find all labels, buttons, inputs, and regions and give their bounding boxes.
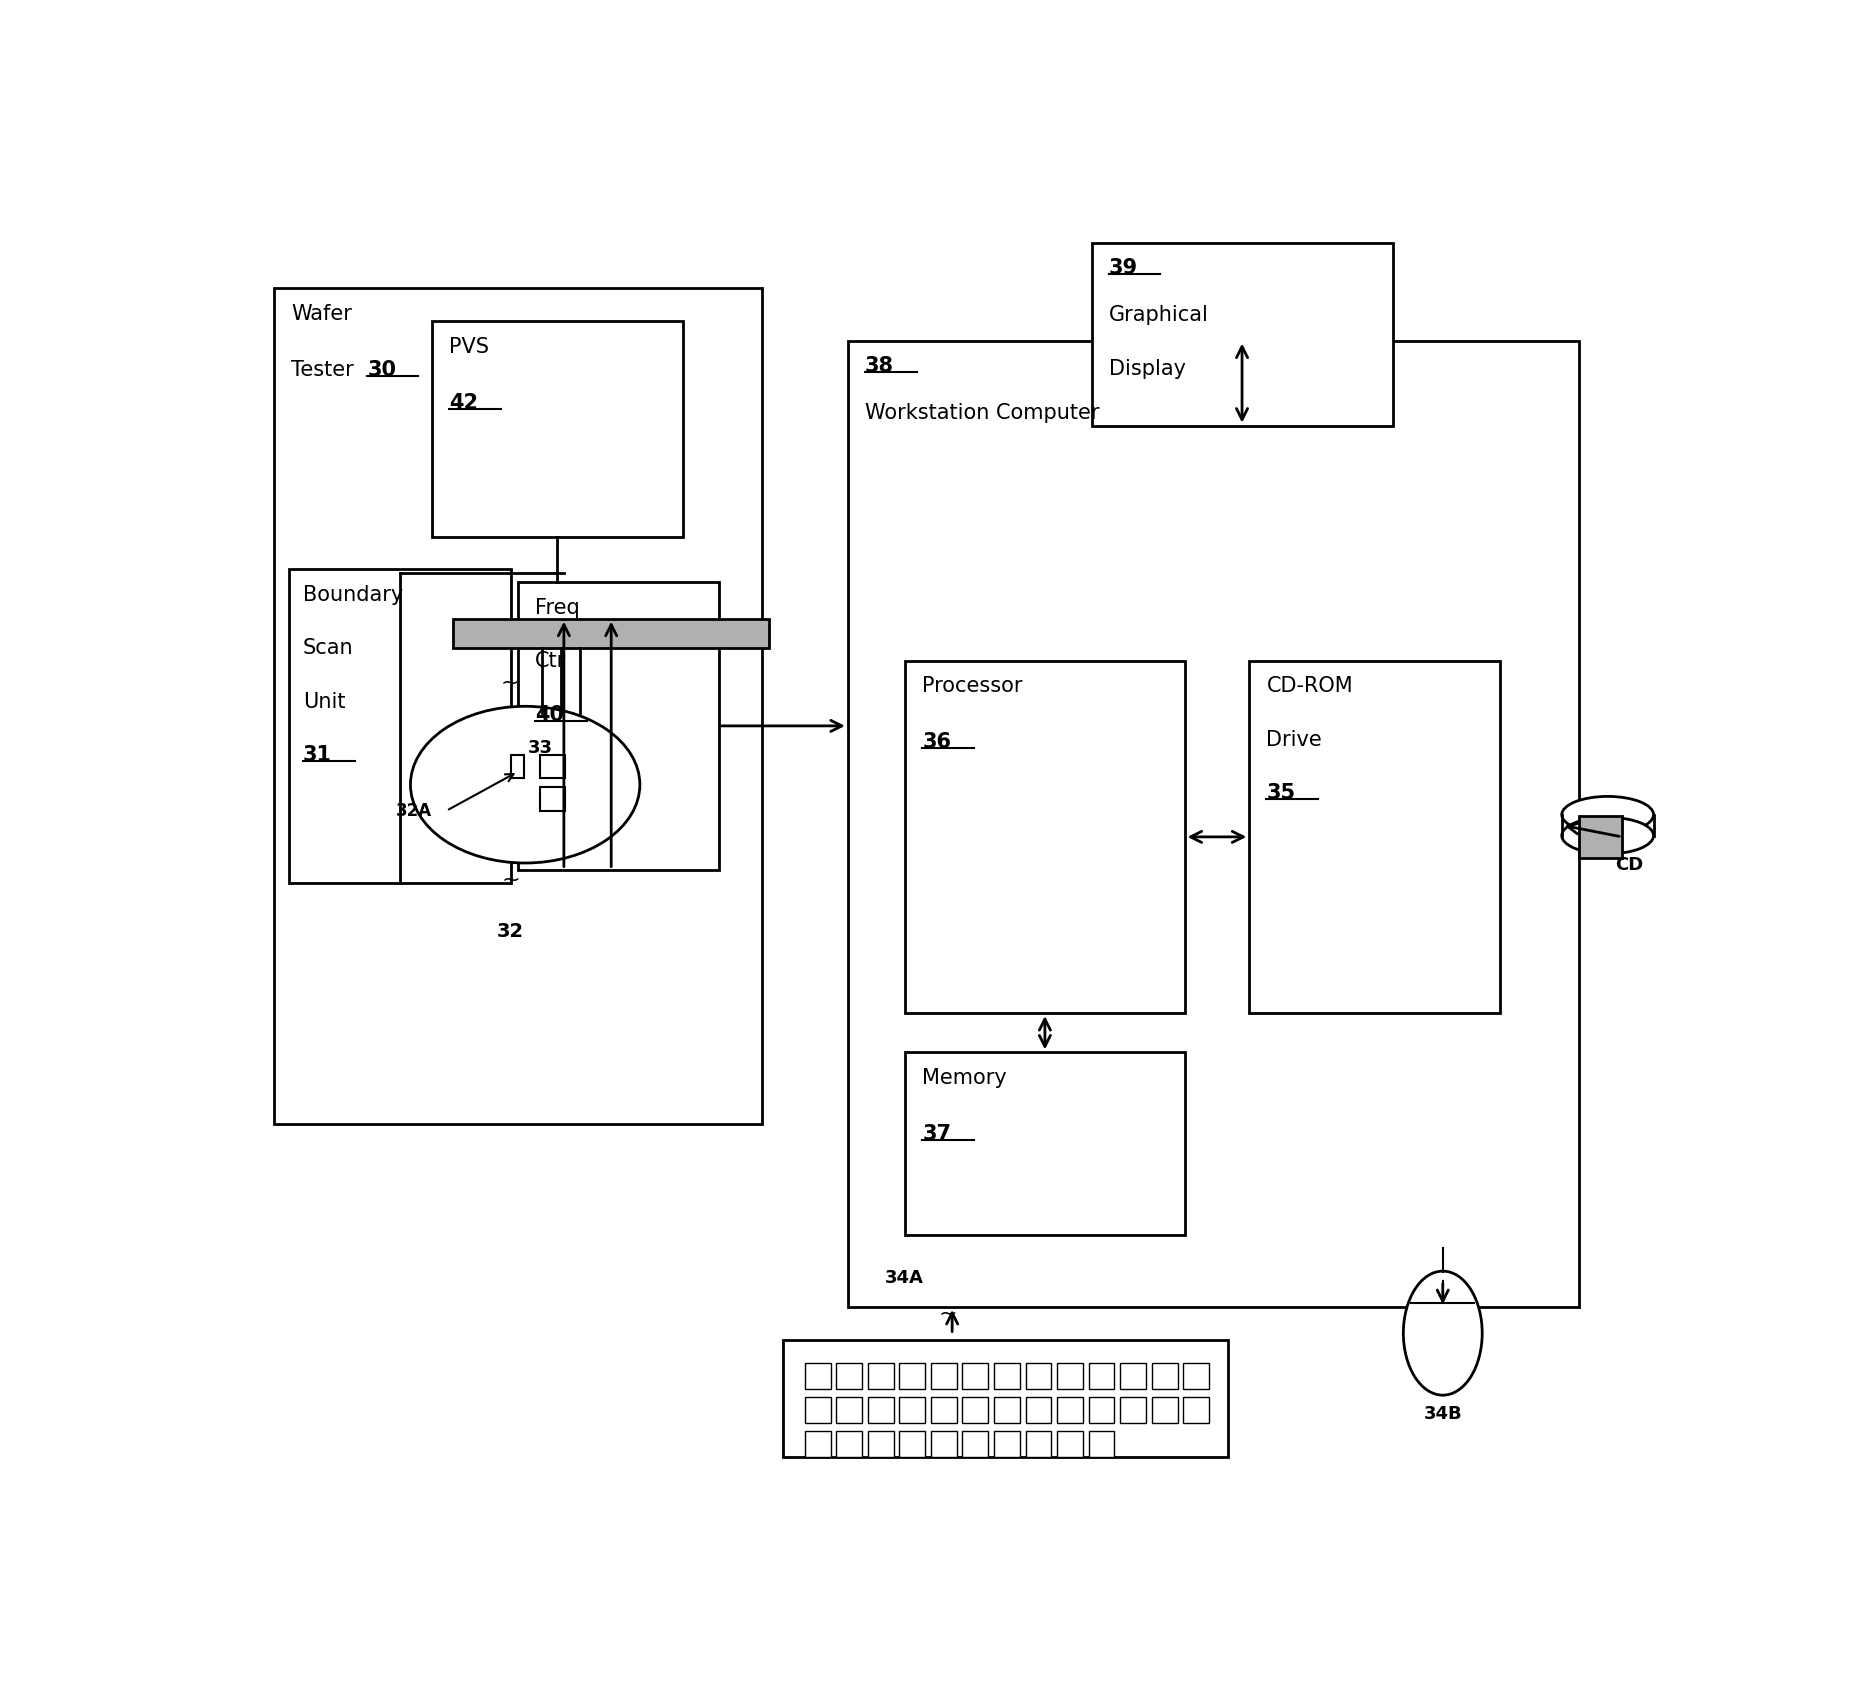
Bar bbox=[962, 1398, 988, 1423]
Bar bbox=[899, 1398, 925, 1423]
Bar bbox=[1025, 1364, 1051, 1389]
Bar bbox=[905, 660, 1184, 1013]
Bar bbox=[931, 1398, 956, 1423]
Text: ~: ~ bbox=[501, 673, 520, 694]
Text: Boundary: Boundary bbox=[303, 585, 403, 605]
Bar bbox=[783, 1340, 1228, 1457]
Bar bbox=[453, 619, 770, 648]
Bar bbox=[1121, 1364, 1145, 1389]
Bar bbox=[962, 1431, 988, 1457]
Bar bbox=[518, 582, 718, 870]
Text: Display: Display bbox=[1108, 360, 1186, 378]
Text: ~: ~ bbox=[938, 1304, 956, 1325]
Bar bbox=[805, 1364, 831, 1389]
Text: PVS: PVS bbox=[450, 338, 488, 356]
Bar bbox=[836, 1431, 862, 1457]
Bar bbox=[868, 1398, 894, 1423]
Text: Tester: Tester bbox=[292, 360, 353, 380]
Text: Freq: Freq bbox=[535, 599, 579, 617]
Text: 38: 38 bbox=[866, 356, 894, 377]
Bar bbox=[1088, 1364, 1114, 1389]
Text: 34B: 34B bbox=[1423, 1404, 1462, 1423]
Bar bbox=[1088, 1398, 1114, 1423]
Bar bbox=[993, 1431, 1019, 1457]
Bar bbox=[1578, 816, 1622, 858]
Bar bbox=[1249, 660, 1500, 1013]
Text: 32A: 32A bbox=[396, 802, 431, 819]
Text: 33: 33 bbox=[527, 739, 553, 756]
Bar bbox=[511, 755, 524, 778]
Bar bbox=[993, 1364, 1019, 1389]
Bar bbox=[1121, 1398, 1145, 1423]
Bar bbox=[868, 1431, 894, 1457]
Bar bbox=[1025, 1398, 1051, 1423]
Bar bbox=[1025, 1431, 1051, 1457]
Bar bbox=[993, 1398, 1019, 1423]
Text: 30: 30 bbox=[368, 360, 396, 380]
Bar bbox=[1153, 1398, 1178, 1423]
Text: Processor: Processor bbox=[923, 677, 1023, 697]
Text: Unit: Unit bbox=[303, 692, 346, 712]
Bar bbox=[540, 787, 566, 811]
Ellipse shape bbox=[1561, 817, 1654, 853]
Bar bbox=[1056, 1431, 1082, 1457]
Ellipse shape bbox=[411, 706, 640, 863]
Bar bbox=[847, 341, 1578, 1308]
Ellipse shape bbox=[1561, 797, 1654, 833]
Text: 42: 42 bbox=[450, 393, 477, 412]
Bar bbox=[1184, 1364, 1210, 1389]
Text: 40: 40 bbox=[535, 706, 564, 724]
Bar bbox=[931, 1364, 956, 1389]
Text: 35: 35 bbox=[1267, 784, 1295, 804]
Text: CD: CD bbox=[1615, 856, 1643, 875]
Bar bbox=[836, 1398, 862, 1423]
Bar bbox=[899, 1431, 925, 1457]
Text: Drive: Drive bbox=[1267, 729, 1323, 750]
Text: 31: 31 bbox=[303, 746, 331, 765]
Bar bbox=[289, 570, 511, 882]
Text: Wafer: Wafer bbox=[292, 304, 352, 324]
Text: 34A: 34A bbox=[884, 1269, 923, 1287]
Bar bbox=[433, 321, 683, 536]
Bar bbox=[868, 1364, 894, 1389]
Bar bbox=[1056, 1364, 1082, 1389]
Text: Scan: Scan bbox=[303, 638, 353, 658]
Text: 36: 36 bbox=[923, 733, 951, 753]
Bar bbox=[274, 288, 762, 1124]
Bar bbox=[931, 1431, 956, 1457]
Bar bbox=[1153, 1364, 1178, 1389]
Text: Graphical: Graphical bbox=[1108, 305, 1208, 326]
Bar bbox=[805, 1431, 831, 1457]
Text: Ctr: Ctr bbox=[535, 651, 566, 672]
Bar bbox=[1056, 1398, 1082, 1423]
Bar bbox=[905, 1052, 1184, 1235]
Bar bbox=[1092, 243, 1393, 426]
Text: 32: 32 bbox=[496, 923, 524, 941]
Text: Memory: Memory bbox=[923, 1068, 1006, 1089]
Bar bbox=[962, 1364, 988, 1389]
Text: 39: 39 bbox=[1108, 258, 1138, 278]
Text: 37: 37 bbox=[923, 1124, 951, 1145]
Bar bbox=[1184, 1398, 1210, 1423]
Bar bbox=[805, 1398, 831, 1423]
Ellipse shape bbox=[1404, 1270, 1482, 1396]
Bar bbox=[836, 1364, 862, 1389]
Bar bbox=[1088, 1431, 1114, 1457]
Bar bbox=[540, 755, 566, 778]
Text: CD-ROM: CD-ROM bbox=[1267, 677, 1352, 697]
Text: Workstation Computer: Workstation Computer bbox=[866, 404, 1099, 424]
Text: ~: ~ bbox=[501, 870, 520, 889]
Bar bbox=[899, 1364, 925, 1389]
